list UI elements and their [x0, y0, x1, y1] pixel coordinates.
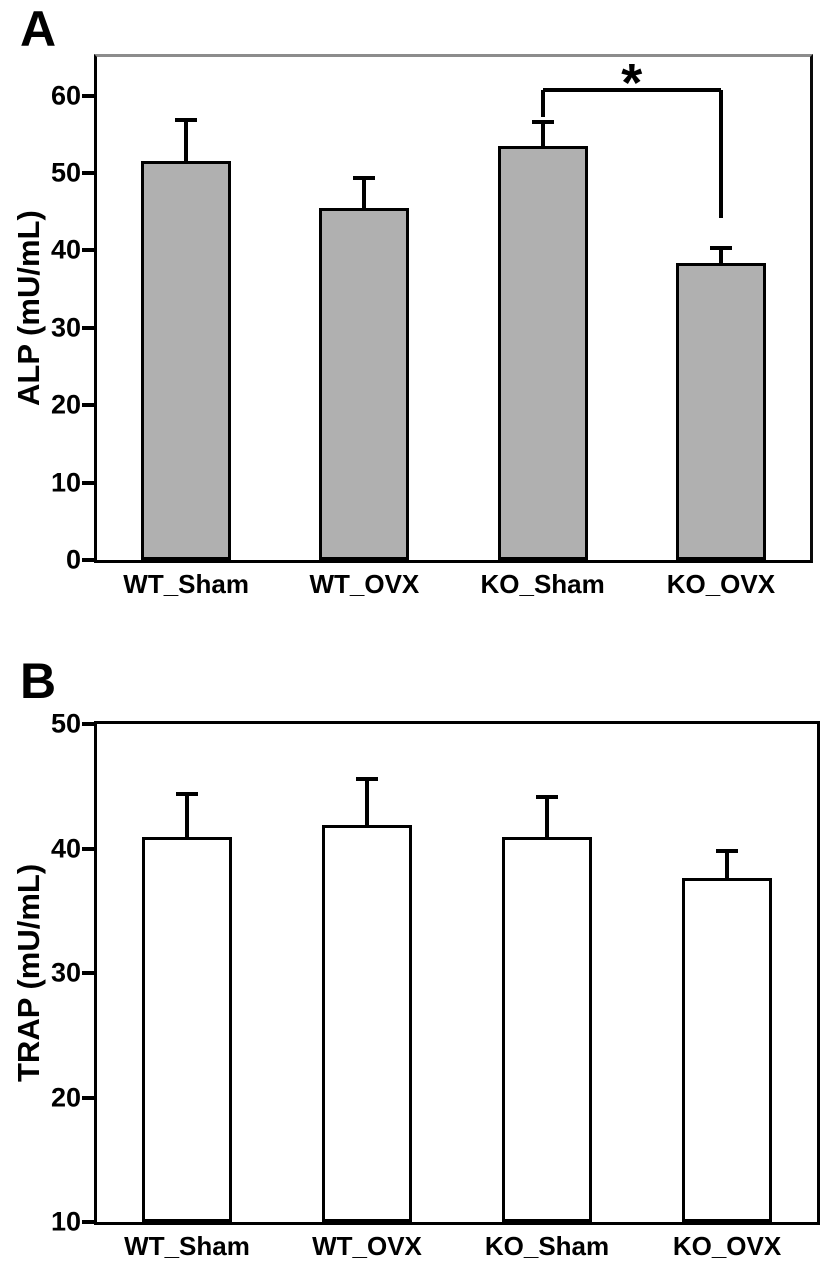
y-axis-tick-label: 50: [50, 157, 81, 188]
significance-bracket-right-drop: [718, 89, 723, 218]
y-axis-tick: [82, 93, 94, 98]
significance-asterisk: *: [621, 52, 643, 113]
error-bar: [540, 122, 545, 146]
error-bar: [184, 119, 189, 161]
error-bar: [365, 778, 369, 825]
error-bar-cap: [531, 120, 554, 124]
y-axis-tick: [82, 325, 94, 330]
y-axis-tick: [82, 248, 94, 253]
error-bar-cap: [536, 795, 558, 800]
y-axis-tick: [82, 558, 94, 562]
y-axis-tick-label: 40: [50, 234, 81, 265]
y-axis-tick-label: 30: [50, 312, 81, 343]
error-bar: [718, 248, 723, 263]
y-axis-tick-label: 20: [50, 389, 81, 420]
y-axis-tick-label: 60: [50, 80, 81, 111]
x-category-label-KO_Sham: KO_Sham: [480, 569, 605, 599]
bar-WT_OVX: [319, 207, 410, 560]
y-axis-tick: [82, 403, 94, 408]
error-bar: [185, 793, 189, 838]
y-axis-tick: [82, 480, 94, 485]
bar-KO_OVX: [675, 262, 766, 560]
error-bar-cap: [175, 117, 198, 122]
y-axis-tick: [82, 1095, 94, 1100]
bar-WT_OVX: [322, 824, 412, 1222]
panel-a-letter: A: [20, 1, 57, 57]
y-axis-tick: [82, 722, 94, 726]
error-bar-cap: [353, 176, 376, 181]
y-axis-tick-label: 30: [50, 957, 81, 988]
y-axis-tick-label: 10: [50, 467, 81, 498]
error-bar-cap: [709, 246, 732, 251]
error-bar-cap: [716, 848, 738, 853]
y-axis-tick: [82, 971, 94, 975]
bar-KO_Sham: [497, 145, 588, 560]
x-category-label-WT_OVX: WT_OVX: [312, 1231, 422, 1261]
panel-b-plot-area: 10 20 30 40 50 WT_Sham WT_OVX KO_Sham KO_OVX: [51, 710, 820, 1259]
bar-KO_Sham: [502, 837, 592, 1222]
y-axis-tick: [82, 846, 94, 851]
bar-WT_Sham: [142, 837, 232, 1222]
panel-b-letter: B: [20, 653, 57, 709]
error-bar-cap: [356, 776, 378, 781]
y-axis-tick: [82, 1220, 94, 1224]
y-axis-tick-label: 10: [50, 1206, 81, 1237]
error-bar-cap: [176, 791, 198, 796]
bar-KO_OVX: [682, 878, 772, 1222]
x-category-label-WT_OVX: WT_OVX: [309, 569, 420, 599]
x-category-label-KO_OVX: KO_OVX: [666, 569, 776, 599]
panel-a-plot-area: 0 10 20 30 40 50 60 WT_Sham WT_OVX KO_Sham KO_OVX *: [51, 52, 813, 597]
significance-bracket-left-drop: [540, 89, 545, 118]
error-bar: [725, 850, 729, 879]
x-category-label-KO_Sham: KO_Sham: [484, 1231, 610, 1261]
bar-WT_Sham: [141, 160, 232, 560]
error-bar: [545, 797, 549, 838]
y-axis-tick-label: 50: [50, 708, 81, 739]
x-category-label-KO_OVX: KO_OVX: [672, 1231, 782, 1261]
y-axis-tick-label: 20: [50, 1082, 81, 1112]
y-axis-tick-label: 0: [65, 544, 81, 575]
error-bar: [362, 178, 367, 208]
y-axis-tick: [82, 171, 94, 176]
y-axis-tick-label: 40: [50, 833, 81, 863]
x-category-label-WT_Sham: WT_Sham: [124, 1231, 250, 1261]
significance-bracket-line: [542, 87, 721, 92]
x-category-label-WT_Sham: WT_Sham: [123, 569, 249, 599]
